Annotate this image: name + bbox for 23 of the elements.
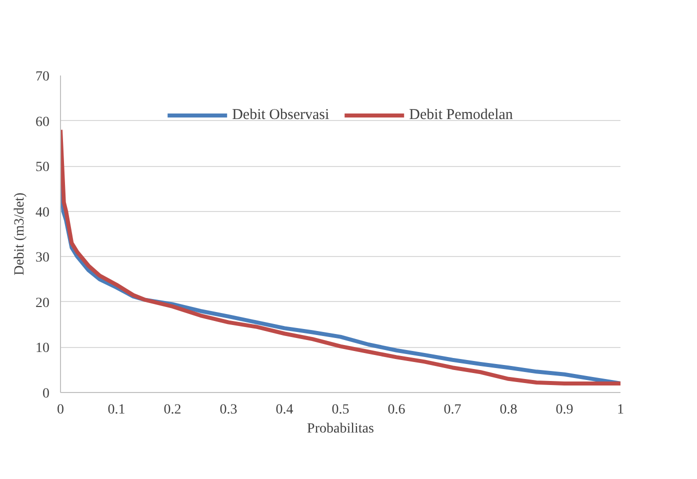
y-tick-label: 50 [36, 160, 50, 176]
x-tick-label: 0.8 [500, 402, 518, 418]
x-tick-label: 0.2 [164, 402, 182, 418]
x-tick-label: 0.5 [332, 402, 350, 418]
x-tick-label: 0.4 [276, 402, 294, 418]
x-tick-label: 0.6 [388, 402, 406, 418]
y-tick-label: 30 [36, 250, 50, 266]
y-tick-label: 0 [42, 386, 50, 402]
x-tick-label: 0.3 [220, 402, 238, 418]
y-tick-label: 20 [36, 296, 50, 311]
x-tick-label: 0.9 [556, 402, 574, 418]
legend-label: Debit Pemodelan [409, 106, 513, 124]
legend-label: Debit Observasi [232, 106, 330, 124]
y-tick-label: 40 [36, 205, 50, 220]
y-tick-label: 60 [36, 114, 50, 130]
y-axis-title: Debit (m3/det) [12, 192, 28, 276]
x-axis-title: Probabilitas [307, 422, 374, 436]
x-tick-label: 0.7 [444, 402, 462, 418]
x-tick-label: 0 [57, 402, 64, 418]
x-tick-label: 1 [617, 402, 624, 418]
x-tick-label: 0.1 [108, 402, 126, 418]
y-tick-label: 10 [36, 341, 50, 356]
y-tick-label: 70 [36, 70, 50, 84]
